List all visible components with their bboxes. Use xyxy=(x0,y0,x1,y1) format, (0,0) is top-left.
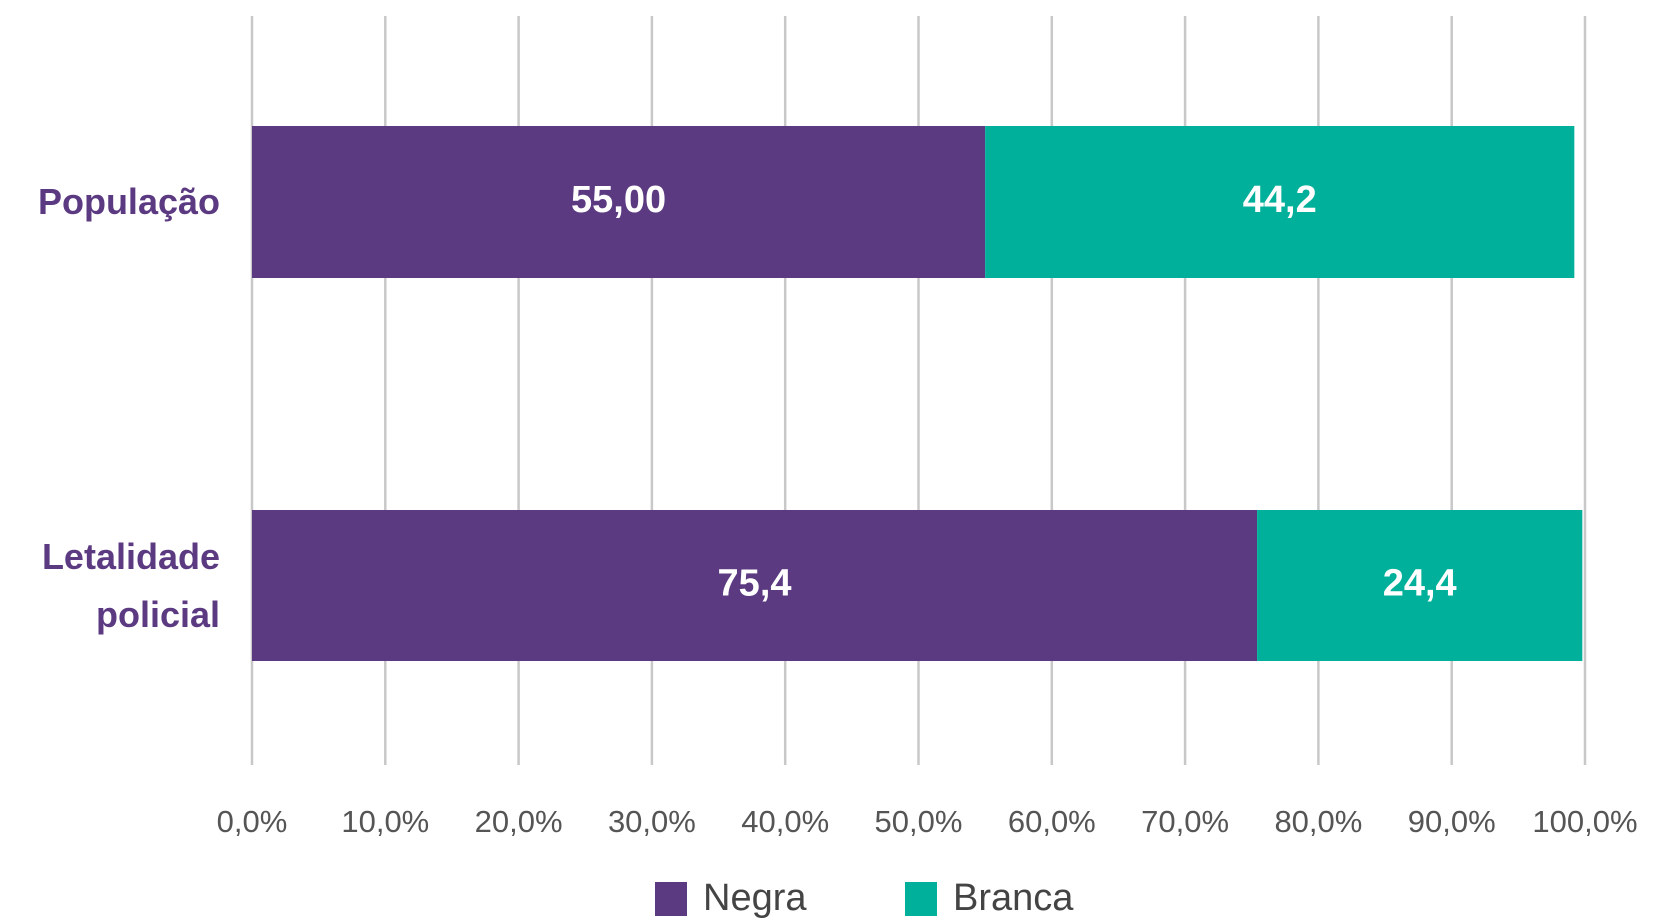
value-label: 55,00 xyxy=(571,179,666,221)
bar-segment xyxy=(252,126,986,278)
legend-label: Branca xyxy=(953,877,1074,919)
x-tick-label: 80,0% xyxy=(1274,804,1362,839)
x-tick-label: 60,0% xyxy=(1008,804,1096,839)
legend-swatch xyxy=(905,882,937,916)
x-tick-label: 50,0% xyxy=(875,804,963,839)
value-label: 24,4 xyxy=(1383,563,1457,605)
bar-segment xyxy=(985,126,1575,278)
x-tick-label: 100,0% xyxy=(1532,804,1637,839)
bar-segment xyxy=(1257,510,1583,661)
x-tick-label: 70,0% xyxy=(1141,804,1229,839)
category-label: Letalidade policial xyxy=(41,535,220,635)
x-tick-label: 90,0% xyxy=(1408,804,1496,839)
legend-label: Negra xyxy=(703,877,807,919)
x-tick-label: 30,0% xyxy=(608,804,696,839)
x-tick-label: 40,0% xyxy=(741,804,829,839)
x-tick-label: 10,0% xyxy=(341,804,429,839)
legend-swatch xyxy=(655,882,687,916)
category-label: População xyxy=(37,181,220,222)
value-label: 44,2 xyxy=(1243,179,1317,221)
x-tick-label: 0,0% xyxy=(217,804,288,839)
bar-segment xyxy=(252,510,1258,661)
value-label: 75,4 xyxy=(718,563,792,605)
x-tick-label: 20,0% xyxy=(475,804,563,839)
